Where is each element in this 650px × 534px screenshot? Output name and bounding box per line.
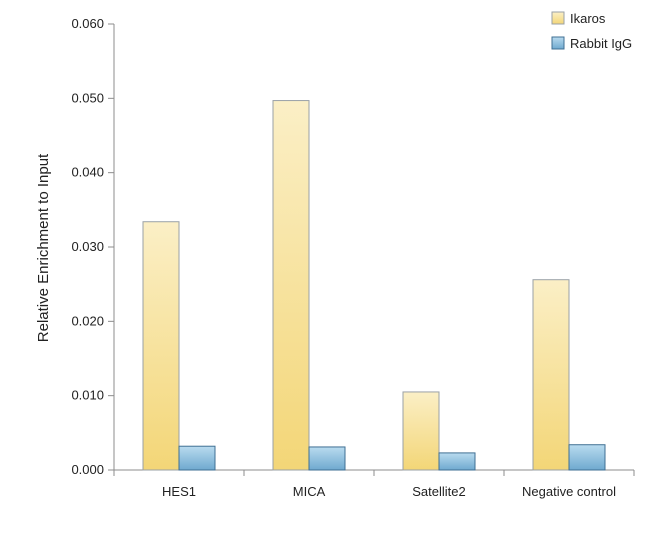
bar-rabbit-igg (438, 452, 476, 471)
y-axis: 0.000 0.010 0.020 0.030 0.040 0.050 0.060 (71, 16, 115, 477)
y-axis-title: Relative Enrichment to Input (35, 153, 52, 342)
x-axis: HES1 MICA Satellite2 Negative control (113, 469, 635, 499)
y-tick-label: 0.020 (71, 313, 104, 328)
legend-label: Rabbit IgG (570, 36, 632, 51)
y-tick-label: 0.040 (71, 165, 104, 180)
bar-rabbit-igg (308, 446, 346, 471)
y-tick-label: 0.030 (71, 239, 104, 254)
x-tick-label: Negative control (522, 484, 616, 499)
legend-swatch-ikaros (551, 11, 565, 25)
bar-ikaros (142, 221, 180, 471)
x-tick-label: HES1 (162, 484, 196, 499)
bar-ikaros (272, 100, 310, 471)
y-tick-label: 0.000 (71, 462, 104, 477)
bar-rabbit-igg (178, 445, 216, 471)
legend-label: Ikaros (570, 11, 606, 26)
bars (142, 100, 606, 471)
y-tick-label: 0.050 (71, 90, 104, 105)
y-tick-label: 0.060 (71, 16, 104, 31)
x-tick-label: MICA (293, 484, 326, 499)
bar-ikaros (532, 279, 570, 471)
y-tick-label: 0.010 (71, 388, 104, 403)
bar-rabbit-igg (568, 444, 606, 471)
legend-swatch-rabbit-igg (551, 36, 565, 50)
bar-ikaros (402, 391, 440, 471)
x-tick-label: Satellite2 (412, 484, 465, 499)
legend: Ikaros Rabbit IgG (551, 11, 632, 51)
